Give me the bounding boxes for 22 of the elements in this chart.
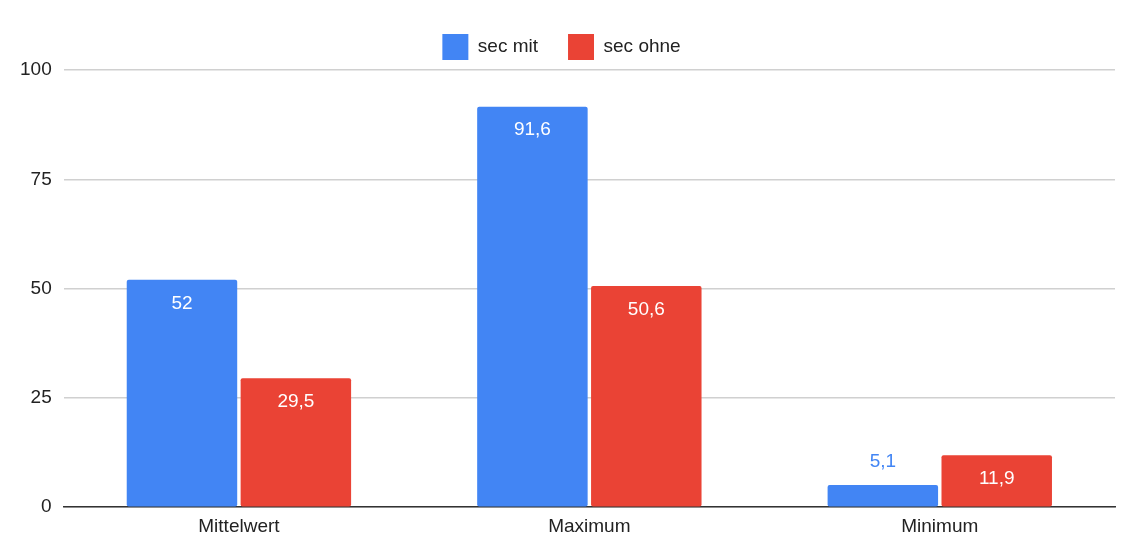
- x-tick-label: Mittelwert: [198, 514, 281, 536]
- data-label: 29,5: [277, 389, 315, 411]
- bar: [477, 106, 588, 507]
- y-tick-label: 50: [30, 276, 52, 298]
- data-label: 91,6: [513, 118, 551, 140]
- y-tick-label: 75: [30, 167, 52, 189]
- legend-label: sec ohne: [603, 35, 681, 57]
- data-label: 50,6: [627, 297, 665, 319]
- bar: [240, 378, 352, 507]
- bar: [591, 285, 702, 507]
- data-label: 5,1: [869, 449, 897, 471]
- data-label: 11,9: [978, 466, 1015, 488]
- legend-label: sec mit: [477, 35, 539, 57]
- bar: [126, 279, 238, 507]
- y-tick-label: 100: [20, 58, 52, 80]
- bar: [827, 484, 939, 507]
- y-tick-label: 25: [30, 386, 52, 408]
- data-label: 52: [171, 291, 193, 313]
- bar: [941, 455, 1052, 507]
- y-tick-label: 0: [41, 495, 52, 517]
- x-tick-label: Minimum: [901, 514, 979, 536]
- x-tick-label: Maximum: [548, 514, 631, 536]
